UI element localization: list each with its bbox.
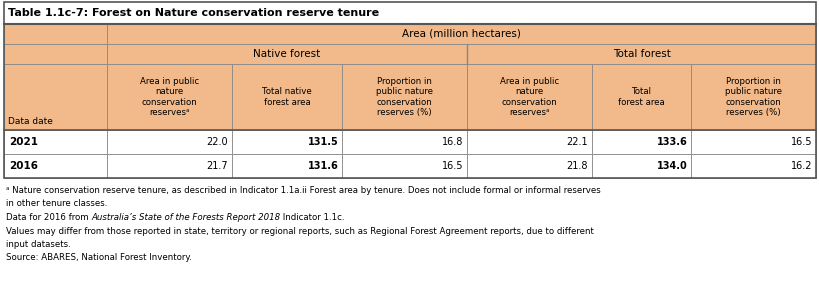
Bar <box>106 24 815 44</box>
Bar <box>342 154 467 178</box>
Bar <box>342 130 467 154</box>
Text: input datasets.: input datasets. <box>6 240 70 249</box>
Bar <box>467 154 591 178</box>
Text: Data for 2016 from: Data for 2016 from <box>6 213 91 222</box>
Text: 134.0: 134.0 <box>656 161 686 171</box>
Bar <box>591 154 690 178</box>
Bar <box>4 24 106 44</box>
Text: 21.7: 21.7 <box>206 161 228 171</box>
Bar <box>4 154 106 178</box>
Bar <box>467 130 591 154</box>
Text: 22.1: 22.1 <box>566 137 587 147</box>
Text: Total native
forest area: Total native forest area <box>262 87 311 107</box>
Bar <box>342 64 467 130</box>
Bar <box>106 154 231 178</box>
Text: Native forest: Native forest <box>253 49 320 59</box>
Bar <box>4 44 106 64</box>
Text: Indicator 1.1c.: Indicator 1.1c. <box>280 213 345 222</box>
Bar <box>467 44 815 64</box>
Text: in other tenure classes.: in other tenure classes. <box>6 200 107 209</box>
Bar <box>231 154 342 178</box>
Text: 16.5: 16.5 <box>790 137 811 147</box>
Text: Area in public
nature
conservation
reservesᵃ: Area in public nature conservation reser… <box>500 77 559 117</box>
Bar <box>4 2 815 178</box>
Bar <box>591 130 690 154</box>
Text: 133.6: 133.6 <box>656 137 686 147</box>
Text: 16.8: 16.8 <box>441 137 463 147</box>
Bar <box>591 64 690 130</box>
Bar <box>4 64 106 130</box>
Text: 131.5: 131.5 <box>307 137 338 147</box>
Text: 2021: 2021 <box>9 137 38 147</box>
Bar <box>4 2 815 24</box>
Text: 16.5: 16.5 <box>441 161 463 171</box>
Bar <box>4 130 106 154</box>
Text: 2016: 2016 <box>9 161 38 171</box>
Bar <box>231 64 342 130</box>
Text: Source: ABARES, National Forest Inventory.: Source: ABARES, National Forest Inventor… <box>6 253 192 262</box>
Bar <box>106 130 231 154</box>
Text: Proportion in
public nature
conservation
reserves (%): Proportion in public nature conservation… <box>376 77 432 117</box>
Text: Proportion in
public nature
conservation
reserves (%): Proportion in public nature conservation… <box>724 77 781 117</box>
Bar <box>106 64 231 130</box>
Bar <box>231 130 342 154</box>
Text: ᵃ Nature conservation reserve tenure, as described in Indicator 1.1a.ii Forest a: ᵃ Nature conservation reserve tenure, as… <box>6 186 600 195</box>
Text: Total
forest area: Total forest area <box>618 87 664 107</box>
Bar <box>690 154 815 178</box>
Text: Area (million hectares): Area (million hectares) <box>401 29 520 39</box>
Text: Values may differ from those reported in state, territory or regional reports, s: Values may differ from those reported in… <box>6 226 593 235</box>
Text: Total forest: Total forest <box>612 49 670 59</box>
Text: Data date: Data date <box>8 117 52 126</box>
Bar <box>467 64 591 130</box>
Text: 16.2: 16.2 <box>790 161 811 171</box>
Bar <box>690 64 815 130</box>
Text: Table 1.1c-7: Forest on Nature conservation reserve tenure: Table 1.1c-7: Forest on Nature conservat… <box>8 8 378 18</box>
Text: Australia’s State of the Forests Report 2018: Australia’s State of the Forests Report … <box>91 213 280 222</box>
Text: 21.8: 21.8 <box>566 161 587 171</box>
Text: Area in public
nature
conservation
reservesᵃ: Area in public nature conservation reser… <box>139 77 198 117</box>
Text: 22.0: 22.0 <box>206 137 228 147</box>
Bar <box>690 130 815 154</box>
Text: 131.6: 131.6 <box>307 161 338 171</box>
Bar <box>106 44 467 64</box>
